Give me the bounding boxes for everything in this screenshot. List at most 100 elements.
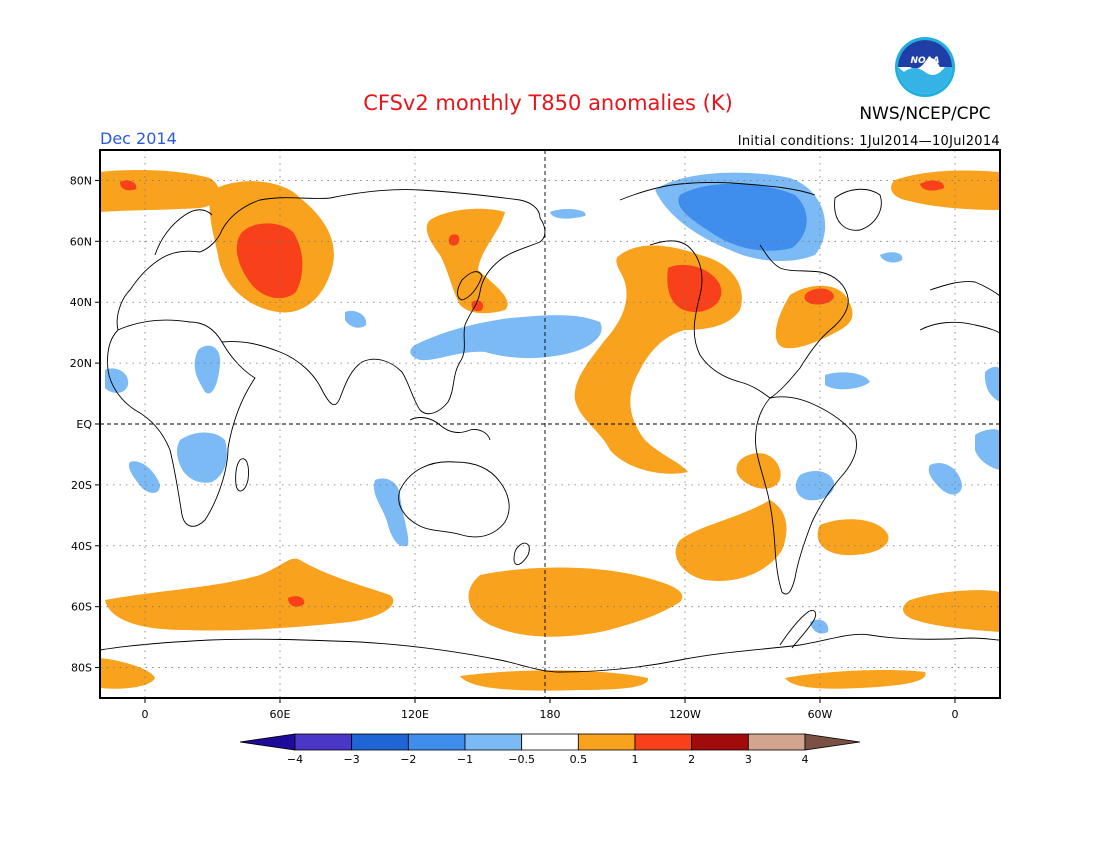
colorbar-tick-label: −1: [457, 753, 473, 766]
logo-text: NOAA: [910, 56, 939, 66]
africa-cool-region: [177, 432, 227, 483]
southeast-asia-islands: [409, 417, 491, 441]
valid-month: Dec 2014: [100, 129, 177, 148]
south-america-cool-region: [810, 619, 829, 634]
y-tick-label: 40S: [71, 540, 92, 553]
colorbar-tick-label: −0.5: [508, 753, 535, 766]
new-zealand-coastline: [513, 542, 530, 566]
southern-ocean-warm-region-1: [105, 558, 394, 631]
gridlines: [100, 150, 1000, 698]
colorbar-swatch: [521, 733, 579, 751]
arctic-warm-region-west: [100, 170, 220, 212]
strong-warm-anomaly-regions: [120, 180, 945, 607]
chart-title: CFSv2 monthly T850 anomalies (K): [363, 91, 733, 115]
hudson-cool-region: [880, 252, 903, 263]
noaa-logo-icon: NOAA: [895, 37, 955, 97]
east-asia-warm-region: [426, 208, 508, 314]
antarctica-coastline: [99, 633, 1001, 673]
colorbar-swatch: [747, 733, 806, 751]
southern-ocean-strong-warm: [288, 596, 305, 607]
x-tick-label: 60W: [808, 708, 833, 721]
japan-strong-warm: [471, 300, 484, 312]
antarctic-warm-region-1: [100, 658, 155, 689]
colorbar-swatch: [691, 733, 749, 751]
colorbar-swatch: [464, 733, 523, 751]
y-tick-label: EQ: [76, 418, 92, 431]
colorbar-max-arrow: [804, 733, 861, 751]
y-axis-ticks: 80N 60N 40N 20N EQ 20S 40S 60S 80S: [70, 174, 100, 675]
y-tick-label: 20S: [71, 479, 92, 492]
scandinavia-coastline: [154, 209, 213, 256]
arctic-warm-region-east: [891, 170, 1000, 210]
southeast-pacific-warm-region-2: [675, 500, 787, 581]
x-tick-label: 0: [952, 708, 959, 721]
atlantic-warm-region: [775, 285, 853, 349]
colorbar-swatch: [294, 733, 353, 751]
colorbar-swatch: [407, 733, 466, 751]
x-axis-ticks: 0 60E 120E 180 120W 60W 0: [142, 698, 959, 721]
japan-coastline: [457, 271, 483, 301]
west-africa-cool-region: [105, 368, 129, 393]
y-tick-label: 20N: [70, 357, 92, 370]
canada-strong-cool: [678, 183, 807, 251]
y-tick-label: 60N: [70, 235, 92, 248]
colorbar-swatch: [351, 733, 409, 751]
y-tick-label: 80N: [70, 174, 92, 187]
colorbar-swatch: [577, 733, 636, 751]
india-cool-region: [345, 310, 367, 328]
colorbar-min-arrow: [239, 733, 296, 751]
north-pacific-cool-region: [410, 315, 602, 361]
colorbar-tick-label: 3: [745, 753, 752, 766]
y-tick-label: 60S: [71, 601, 92, 614]
colorbar-tick-label: 2: [688, 753, 695, 766]
southeast-pacific-warm-region-1: [736, 453, 781, 489]
north-atlantic-cool-region: [984, 366, 1000, 402]
x-tick-label: 180: [540, 708, 561, 721]
caribbean-cool-region: [825, 372, 870, 390]
reference-lines: [100, 150, 1000, 698]
x-tick-label: 120E: [401, 708, 429, 721]
colorbar-swatch: [634, 733, 693, 751]
antarctic-peninsula-coastline: [779, 609, 817, 649]
colorbar-tick-label: 0.5: [570, 753, 588, 766]
asia-coastline: [221, 217, 546, 415]
initial-conditions: Initial conditions: 1Jul2014—10Jul2014: [738, 134, 1000, 149]
x-tick-label: 120W: [669, 708, 701, 721]
east-asia-strong-warm: [448, 234, 460, 246]
north-america-coastline: [649, 240, 849, 399]
west-europe-coastline: [929, 281, 1001, 297]
anomaly-map: [99, 149, 1001, 699]
atlantic-strong-warm: [804, 288, 834, 305]
arctic-cool-region: [550, 209, 586, 219]
arctic-strong-warm-west: [120, 180, 137, 191]
southern-ocean-warm-region-3: [903, 590, 1000, 632]
west-africa-coastline-right: [919, 321, 1001, 335]
north-america-strong-warm: [667, 264, 722, 312]
agency-label: NWS/NCEP/CPC: [859, 104, 990, 124]
x-tick-label: 60E: [270, 708, 291, 721]
africa-coastline: [107, 319, 256, 527]
colorbar-tick-label: 4: [802, 753, 809, 766]
arabia-cool-region: [194, 345, 221, 394]
greenland-coastline: [834, 188, 882, 231]
east-atlantic-cool-region: [928, 462, 962, 495]
colorbar-tick-label: −4: [287, 753, 303, 766]
arctic-canada-coastline: [619, 182, 816, 201]
y-tick-label: 40N: [70, 296, 92, 309]
antarctic-warm-region-2: [460, 670, 649, 691]
colorbar-tick-label: −2: [400, 753, 416, 766]
madagascar-coastline: [235, 458, 249, 492]
arctic-strong-warm-east: [920, 180, 945, 191]
x-tick-label: 0: [142, 708, 149, 721]
southern-ocean-warm-region-2: [468, 567, 683, 637]
siberia-strong-warm: [236, 223, 303, 299]
colorbar: −4 −3 −2 −1 −0.5 0.5 1 2 3 4: [239, 733, 861, 766]
strong-cool-anomaly-regions: [678, 183, 807, 251]
colorbar-tick-label: 1: [632, 753, 639, 766]
australia-cool-region: [373, 478, 409, 547]
europe-coastline: [116, 199, 261, 331]
colorbar-tick-label: −3: [344, 753, 360, 766]
south-atlantic-cool-region: [795, 470, 835, 501]
coastlines: [99, 182, 1001, 673]
